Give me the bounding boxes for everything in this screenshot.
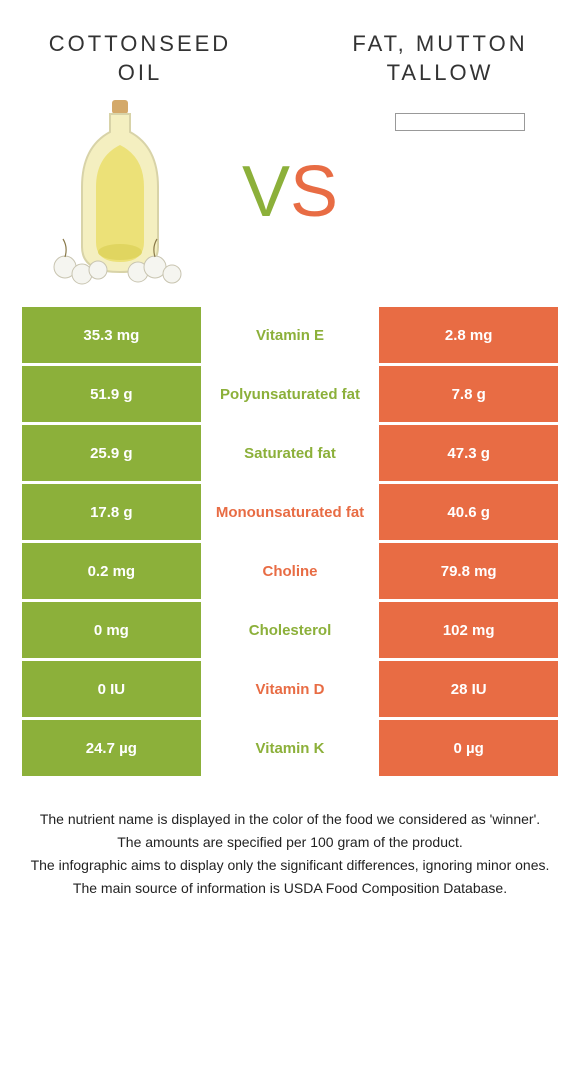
cell-right-value: 2.8 mg bbox=[379, 307, 558, 363]
image-right-placeholder bbox=[395, 113, 525, 131]
table-row: 0 mgCholesterol102 mg bbox=[22, 602, 558, 658]
cell-right-value: 0 µg bbox=[379, 720, 558, 776]
cell-nutrient-label: Cholesterol bbox=[201, 602, 380, 658]
table-row: 0 IUVitamin D28 IU bbox=[22, 661, 558, 717]
cell-left-value: 0 IU bbox=[22, 661, 201, 717]
cell-right-value: 28 IU bbox=[379, 661, 558, 717]
comparison-table: 35.3 mgVitamin E2.8 mg51.9 gPolyunsatura… bbox=[0, 307, 580, 776]
table-row: 0.2 mgCholine79.8 mg bbox=[22, 543, 558, 599]
vs-s: S bbox=[290, 156, 338, 228]
cell-nutrient-label: Vitamin E bbox=[201, 307, 380, 363]
table-row: 24.7 µgVitamin K0 µg bbox=[22, 720, 558, 776]
cell-nutrient-label: Monounsaturated fat bbox=[201, 484, 380, 540]
cell-left-value: 0 mg bbox=[22, 602, 201, 658]
table-row: 25.9 gSaturated fat47.3 g bbox=[22, 425, 558, 481]
cell-right-value: 79.8 mg bbox=[379, 543, 558, 599]
cell-nutrient-label: Vitamin D bbox=[201, 661, 380, 717]
vs-v: V bbox=[242, 156, 290, 228]
image-left bbox=[30, 102, 210, 282]
bottle-icon bbox=[30, 92, 210, 292]
cell-nutrient-label: Vitamin K bbox=[201, 720, 380, 776]
cell-left-value: 25.9 g bbox=[22, 425, 201, 481]
header: COTTONSEED OIL FAT, MUTTON TALLOW bbox=[0, 0, 580, 97]
cell-nutrient-label: Polyunsaturated fat bbox=[201, 366, 380, 422]
table-row: 35.3 mgVitamin E2.8 mg bbox=[22, 307, 558, 363]
title-right: FAT, MUTTON TALLOW bbox=[340, 30, 540, 87]
cell-nutrient-label: Saturated fat bbox=[201, 425, 380, 481]
footer-line: The amounts are specified per 100 gram o… bbox=[20, 832, 560, 853]
footer-line: The main source of information is USDA F… bbox=[20, 878, 560, 899]
cell-right-value: 47.3 g bbox=[379, 425, 558, 481]
cell-right-value: 7.8 g bbox=[379, 366, 558, 422]
cell-left-value: 0.2 mg bbox=[22, 543, 201, 599]
footer-notes: The nutrient name is displayed in the co… bbox=[0, 779, 580, 899]
cell-nutrient-label: Choline bbox=[201, 543, 380, 599]
title-left: COTTONSEED OIL bbox=[40, 30, 240, 87]
footer-line: The nutrient name is displayed in the co… bbox=[20, 809, 560, 830]
cell-left-value: 24.7 µg bbox=[22, 720, 201, 776]
footer-line: The infographic aims to display only the… bbox=[20, 855, 560, 876]
cell-right-value: 102 mg bbox=[379, 602, 558, 658]
cell-right-value: 40.6 g bbox=[379, 484, 558, 540]
table-row: 17.8 gMonounsaturated fat40.6 g bbox=[22, 484, 558, 540]
cell-left-value: 51.9 g bbox=[22, 366, 201, 422]
cell-left-value: 17.8 g bbox=[22, 484, 201, 540]
vs-label: VS bbox=[242, 156, 338, 228]
cell-left-value: 35.3 mg bbox=[22, 307, 201, 363]
table-row: 51.9 gPolyunsaturated fat7.8 g bbox=[22, 366, 558, 422]
images-row: VS bbox=[0, 97, 580, 307]
image-right bbox=[370, 102, 550, 282]
